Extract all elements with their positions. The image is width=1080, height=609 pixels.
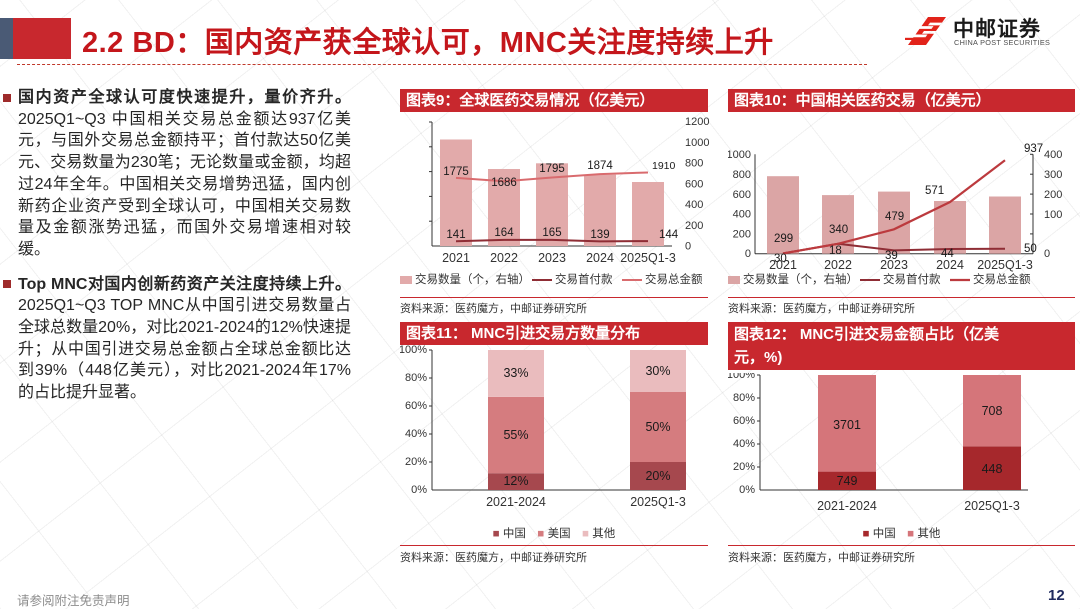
svg-text:60%: 60% bbox=[733, 415, 755, 427]
svg-text:40%: 40% bbox=[405, 428, 427, 440]
svg-text:40%: 40% bbox=[733, 438, 755, 450]
svg-text:0: 0 bbox=[1044, 248, 1050, 260]
svg-text:400: 400 bbox=[685, 199, 703, 211]
svg-text:2025Q1-3: 2025Q1-3 bbox=[630, 495, 686, 509]
svg-text:0: 0 bbox=[745, 248, 751, 260]
svg-text:80%: 80% bbox=[405, 372, 427, 384]
svg-text:1795: 1795 bbox=[539, 163, 565, 175]
svg-text:交易首付款: 交易首付款 bbox=[555, 272, 613, 286]
svg-text:479: 479 bbox=[885, 211, 904, 223]
svg-text:33%: 33% bbox=[503, 366, 528, 380]
svg-text:300: 300 bbox=[1044, 169, 1062, 181]
svg-text:400: 400 bbox=[1044, 149, 1062, 161]
svg-text:1200: 1200 bbox=[685, 116, 709, 128]
svg-text:2021: 2021 bbox=[442, 251, 470, 265]
svg-text:141: 141 bbox=[446, 229, 465, 241]
svg-text:0: 0 bbox=[685, 241, 691, 253]
svg-text:2021: 2021 bbox=[769, 258, 797, 272]
svg-text:60%: 60% bbox=[405, 400, 427, 412]
svg-text:12%: 12% bbox=[503, 474, 528, 488]
svg-text:1874: 1874 bbox=[587, 160, 613, 172]
svg-text:571: 571 bbox=[925, 185, 944, 197]
svg-text:2022: 2022 bbox=[824, 258, 852, 272]
svg-text:200: 200 bbox=[685, 220, 703, 232]
svg-text:50: 50 bbox=[1024, 243, 1037, 255]
svg-text:340: 340 bbox=[829, 224, 848, 236]
svg-text:2021-2024: 2021-2024 bbox=[817, 499, 877, 513]
svg-text:100: 100 bbox=[1044, 209, 1062, 221]
svg-text:50%: 50% bbox=[645, 420, 670, 434]
svg-text:749: 749 bbox=[837, 474, 858, 488]
svg-text:2024: 2024 bbox=[586, 251, 614, 265]
svg-text:交易数量（个，右轴）: 交易数量（个，右轴） bbox=[743, 272, 858, 286]
svg-text:20%: 20% bbox=[645, 469, 670, 483]
svg-text:交易总金额: 交易总金额 bbox=[973, 272, 1031, 286]
svg-text:200: 200 bbox=[1044, 189, 1062, 201]
svg-text:2024: 2024 bbox=[936, 258, 964, 272]
svg-text:299: 299 bbox=[774, 233, 793, 245]
svg-text:2025Q1-3: 2025Q1-3 bbox=[620, 251, 676, 265]
svg-text:600: 600 bbox=[685, 178, 703, 190]
svg-text:交易总金额: 交易总金额 bbox=[645, 272, 703, 286]
svg-text:30%: 30% bbox=[645, 364, 670, 378]
svg-text:2023: 2023 bbox=[538, 251, 566, 265]
svg-text:100%: 100% bbox=[728, 373, 755, 381]
svg-text:0%: 0% bbox=[411, 484, 427, 496]
svg-text:448: 448 bbox=[982, 462, 1003, 476]
svg-text:0%: 0% bbox=[739, 484, 755, 496]
svg-text:164: 164 bbox=[494, 227, 514, 239]
svg-text:1000: 1000 bbox=[685, 137, 709, 149]
svg-text:3701: 3701 bbox=[833, 418, 861, 432]
svg-text:800: 800 bbox=[733, 169, 751, 181]
svg-text:144: 144 bbox=[659, 229, 679, 241]
svg-text:800: 800 bbox=[685, 158, 703, 170]
svg-text:2022: 2022 bbox=[490, 251, 518, 265]
svg-text:20%: 20% bbox=[405, 456, 427, 468]
svg-text:100%: 100% bbox=[400, 345, 427, 356]
svg-text:80%: 80% bbox=[733, 392, 755, 404]
svg-text:1910: 1910 bbox=[652, 160, 676, 172]
svg-text:937: 937 bbox=[1024, 143, 1043, 155]
svg-text:2023: 2023 bbox=[880, 258, 908, 272]
svg-text:交易数量（个，右轴）: 交易数量（个，右轴） bbox=[415, 272, 530, 286]
svg-text:139: 139 bbox=[590, 229, 609, 241]
svg-text:1686: 1686 bbox=[491, 177, 517, 189]
svg-text:600: 600 bbox=[733, 189, 751, 201]
svg-text:165: 165 bbox=[542, 227, 561, 239]
svg-text:2021-2024: 2021-2024 bbox=[486, 495, 546, 509]
svg-text:2025Q1-3: 2025Q1-3 bbox=[977, 258, 1033, 272]
svg-text:18: 18 bbox=[829, 245, 842, 257]
svg-text:200: 200 bbox=[733, 229, 751, 241]
svg-text:1775: 1775 bbox=[443, 166, 469, 178]
svg-text:708: 708 bbox=[982, 404, 1003, 418]
svg-text:20%: 20% bbox=[733, 461, 755, 473]
svg-text:1000: 1000 bbox=[728, 149, 751, 161]
svg-text:55%: 55% bbox=[503, 428, 528, 442]
svg-text:400: 400 bbox=[733, 209, 751, 221]
svg-text:2025Q1-3: 2025Q1-3 bbox=[964, 499, 1020, 513]
svg-text:交易首付款: 交易首付款 bbox=[883, 272, 941, 286]
